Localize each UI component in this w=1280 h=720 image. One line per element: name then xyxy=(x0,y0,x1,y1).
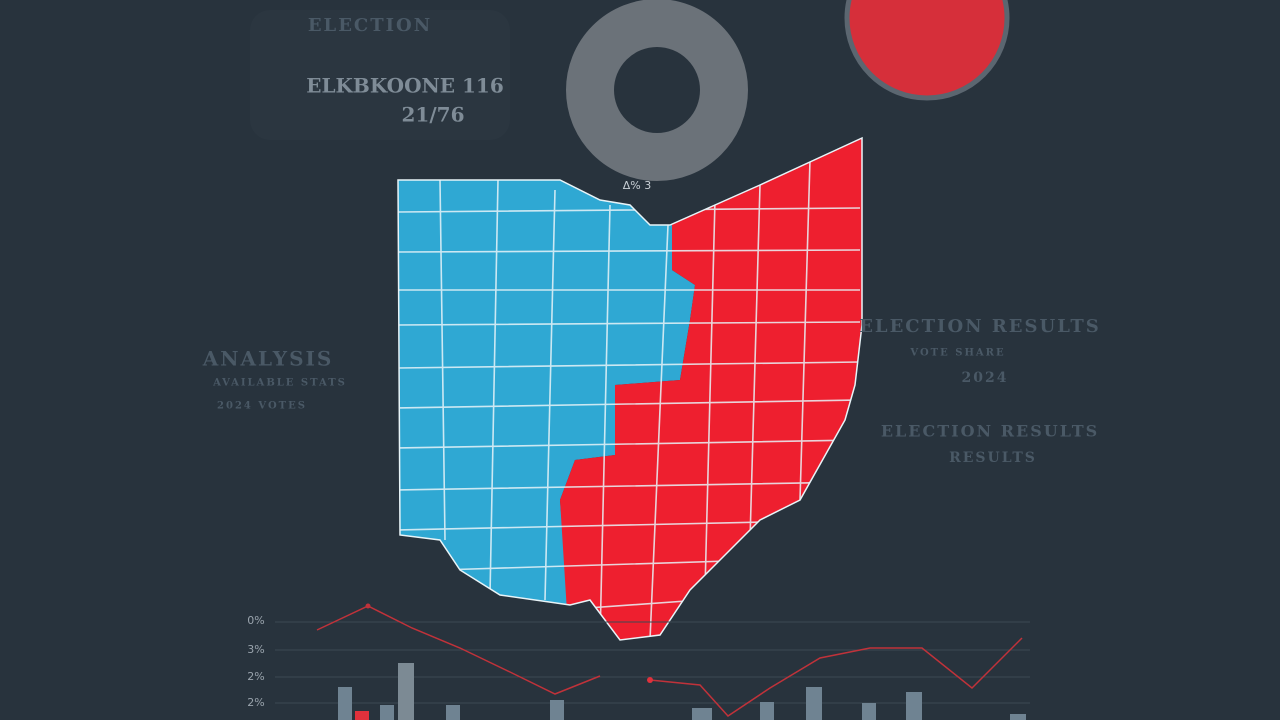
ohio-outline xyxy=(397,136,863,641)
left-line: 2024 VOTES xyxy=(217,401,307,412)
right-line: ELECTION RESULTS xyxy=(881,422,1099,441)
left-line: AVAILABLE STATS xyxy=(212,378,347,389)
map-label: Δ% 3 xyxy=(623,179,651,192)
axis-label: 2% xyxy=(247,670,264,683)
bottom-chart: 0% 3% 2% 2% xyxy=(247,603,1030,720)
trend-dot xyxy=(365,603,371,609)
left-title: ANALYSIS xyxy=(202,347,334,371)
red-circle xyxy=(844,0,1010,101)
right-line: VOTE SHARE xyxy=(909,348,1005,359)
right-line: 2024 xyxy=(962,370,1009,386)
axis-label: 3% xyxy=(247,643,264,656)
trend-line xyxy=(649,637,1023,717)
donut xyxy=(566,0,748,181)
right-line: RESULTS xyxy=(949,450,1037,466)
header-panel xyxy=(250,10,510,140)
date: 21/76 xyxy=(402,103,465,127)
axis-label: 0% xyxy=(247,614,264,627)
axis-label: 2% xyxy=(247,696,264,709)
blue-region xyxy=(398,170,695,620)
headline: ELKBKOONE 116 xyxy=(306,74,504,98)
trend-dot xyxy=(647,677,653,683)
right-title: ELECTION RESULTS xyxy=(859,316,1101,337)
header-title: ELECTION xyxy=(308,15,432,36)
county-lines xyxy=(398,159,861,640)
bars xyxy=(338,663,1026,720)
